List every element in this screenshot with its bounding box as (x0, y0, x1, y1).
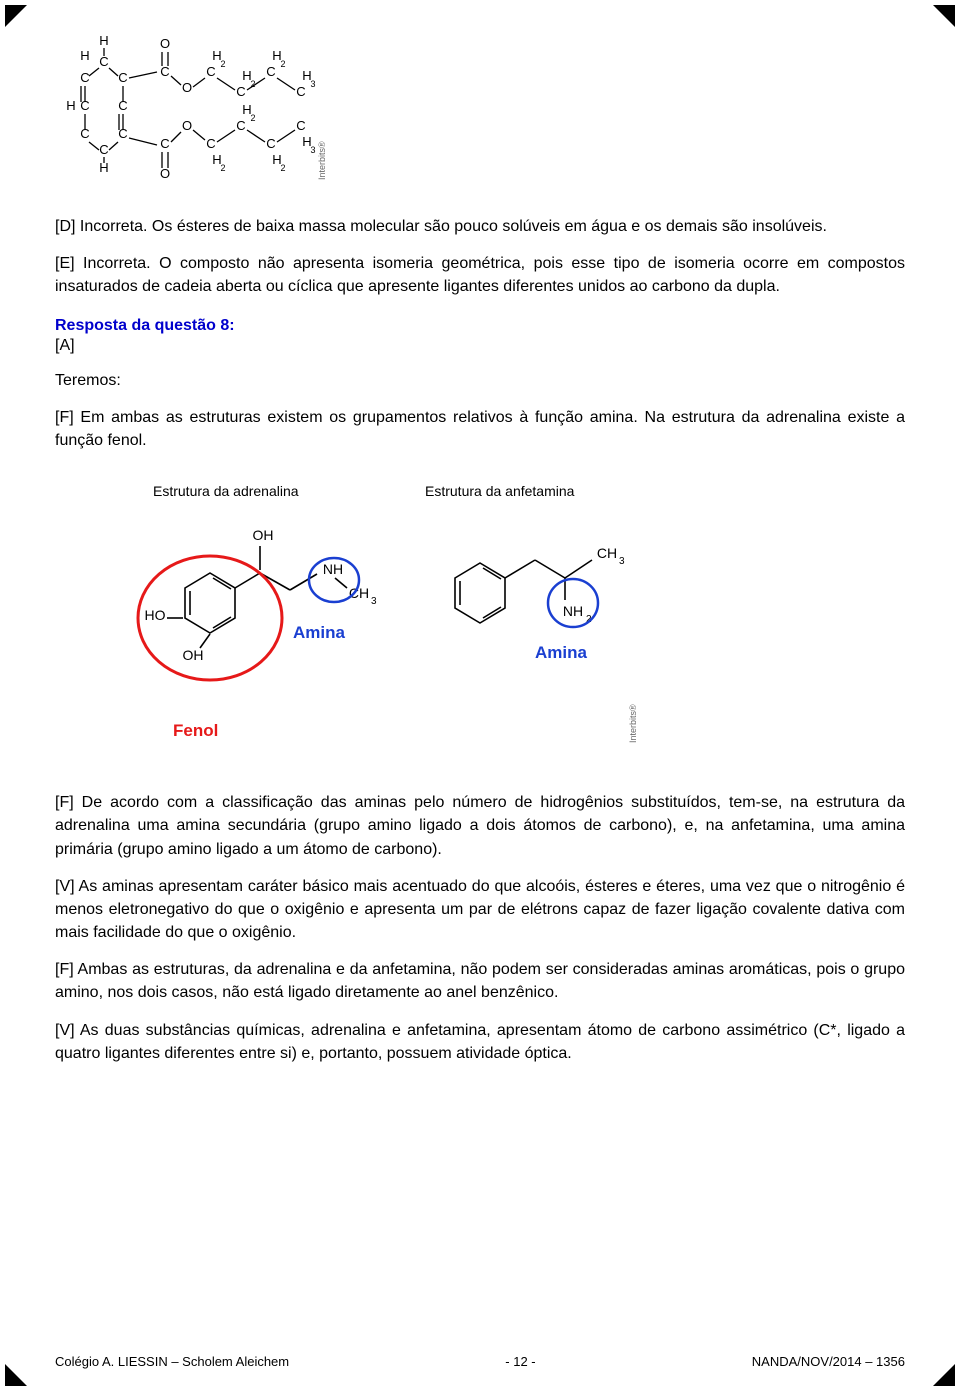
atom-label: CH (349, 585, 369, 601)
subscript: 2 (280, 59, 285, 69)
amina-label: Amina (535, 643, 588, 662)
chemical-structures-bottom: Estrutura da adrenalina Estrutura da anf… (95, 478, 715, 768)
paragraph-f3: [F] Ambas as estruturas, da adrenalina e… (55, 958, 905, 1004)
page-footer: Colégio A. LIESSIN – Scholem Aleichem - … (55, 1354, 905, 1369)
subscript: 3 (310, 79, 315, 89)
atom-label: C (296, 84, 305, 99)
atom-label: OH (183, 647, 204, 663)
subscript: 2 (220, 59, 225, 69)
subscript: 3 (371, 596, 377, 607)
atom-label: NH (563, 603, 583, 619)
fenol-label: Fenol (173, 721, 218, 740)
footer-right: NANDA/NOV/2014 – 1356 (752, 1354, 905, 1369)
atom-label: NH (323, 561, 343, 577)
corner-decoration (933, 1364, 955, 1386)
document-page: H H C C C H C C C C C H C (0, 0, 960, 1391)
atom-label: C (160, 64, 169, 79)
atom-label: O (182, 80, 192, 95)
atom-label: HO (145, 607, 166, 623)
atom-label: C (206, 136, 215, 151)
corner-decoration (933, 5, 955, 27)
paragraph-v2: [V] As duas substâncias químicas, adrena… (55, 1019, 905, 1065)
atom-label: CH (597, 545, 617, 561)
paragraph-teremos: Teremos: (55, 369, 905, 392)
paragraph-v1: [V] As aminas apresentam caráter básico … (55, 875, 905, 945)
atom-label: H (66, 98, 75, 113)
paragraph-f2: [F] De acordo com a classificação das am… (55, 791, 905, 861)
atom-label: C (266, 64, 275, 79)
atom-label: C (236, 118, 245, 133)
atom-label: O (182, 118, 192, 133)
amina-label: Amina (293, 623, 346, 642)
diagram-title: Estrutura da adrenalina (153, 483, 299, 499)
subscript: 3 (619, 556, 625, 567)
paragraph-e: [E] Incorreta. O composto não apresenta … (55, 252, 905, 298)
watermark: Interbits® (317, 141, 327, 180)
footer-left: Colégio A. LIESSIN – Scholem Aleichem (55, 1354, 289, 1369)
subscript: 2 (250, 113, 255, 123)
chemical-structure-top: H H C C C H C C C C C H C (55, 30, 335, 190)
subscript: 2 (280, 163, 285, 173)
atom-label: C (80, 70, 89, 85)
atom-label: H (99, 33, 108, 48)
subscript: 2 (220, 163, 225, 173)
atom-label: C (296, 118, 305, 133)
atom-label: C (118, 70, 127, 85)
atom-label: C (236, 84, 245, 99)
atom-label: H (80, 48, 89, 63)
atom-label: C (99, 54, 108, 69)
atom-label: C (99, 142, 108, 157)
atom-label: O (160, 166, 170, 181)
atom-label: O (160, 36, 170, 51)
corner-decoration (5, 5, 27, 27)
paragraph-f1: [F] Em ambas as estruturas existem os gr… (55, 406, 905, 452)
footer-page-number: - 12 - (505, 1354, 535, 1369)
answer-heading: Resposta da questão 8: (55, 317, 905, 335)
watermark: Interbits® (628, 704, 638, 743)
atom-label: C (206, 64, 215, 79)
corner-decoration (5, 1364, 27, 1386)
paragraph-d: [D] Incorreta. Os ésteres de baixa massa… (55, 215, 905, 238)
atom-label: C (160, 136, 169, 151)
atom-label: C (266, 136, 275, 151)
atom-label: OH (253, 527, 274, 543)
answer-letter: [A] (55, 337, 905, 355)
diagram-title: Estrutura da anfetamina (425, 483, 575, 499)
subscript: 3 (310, 145, 315, 155)
